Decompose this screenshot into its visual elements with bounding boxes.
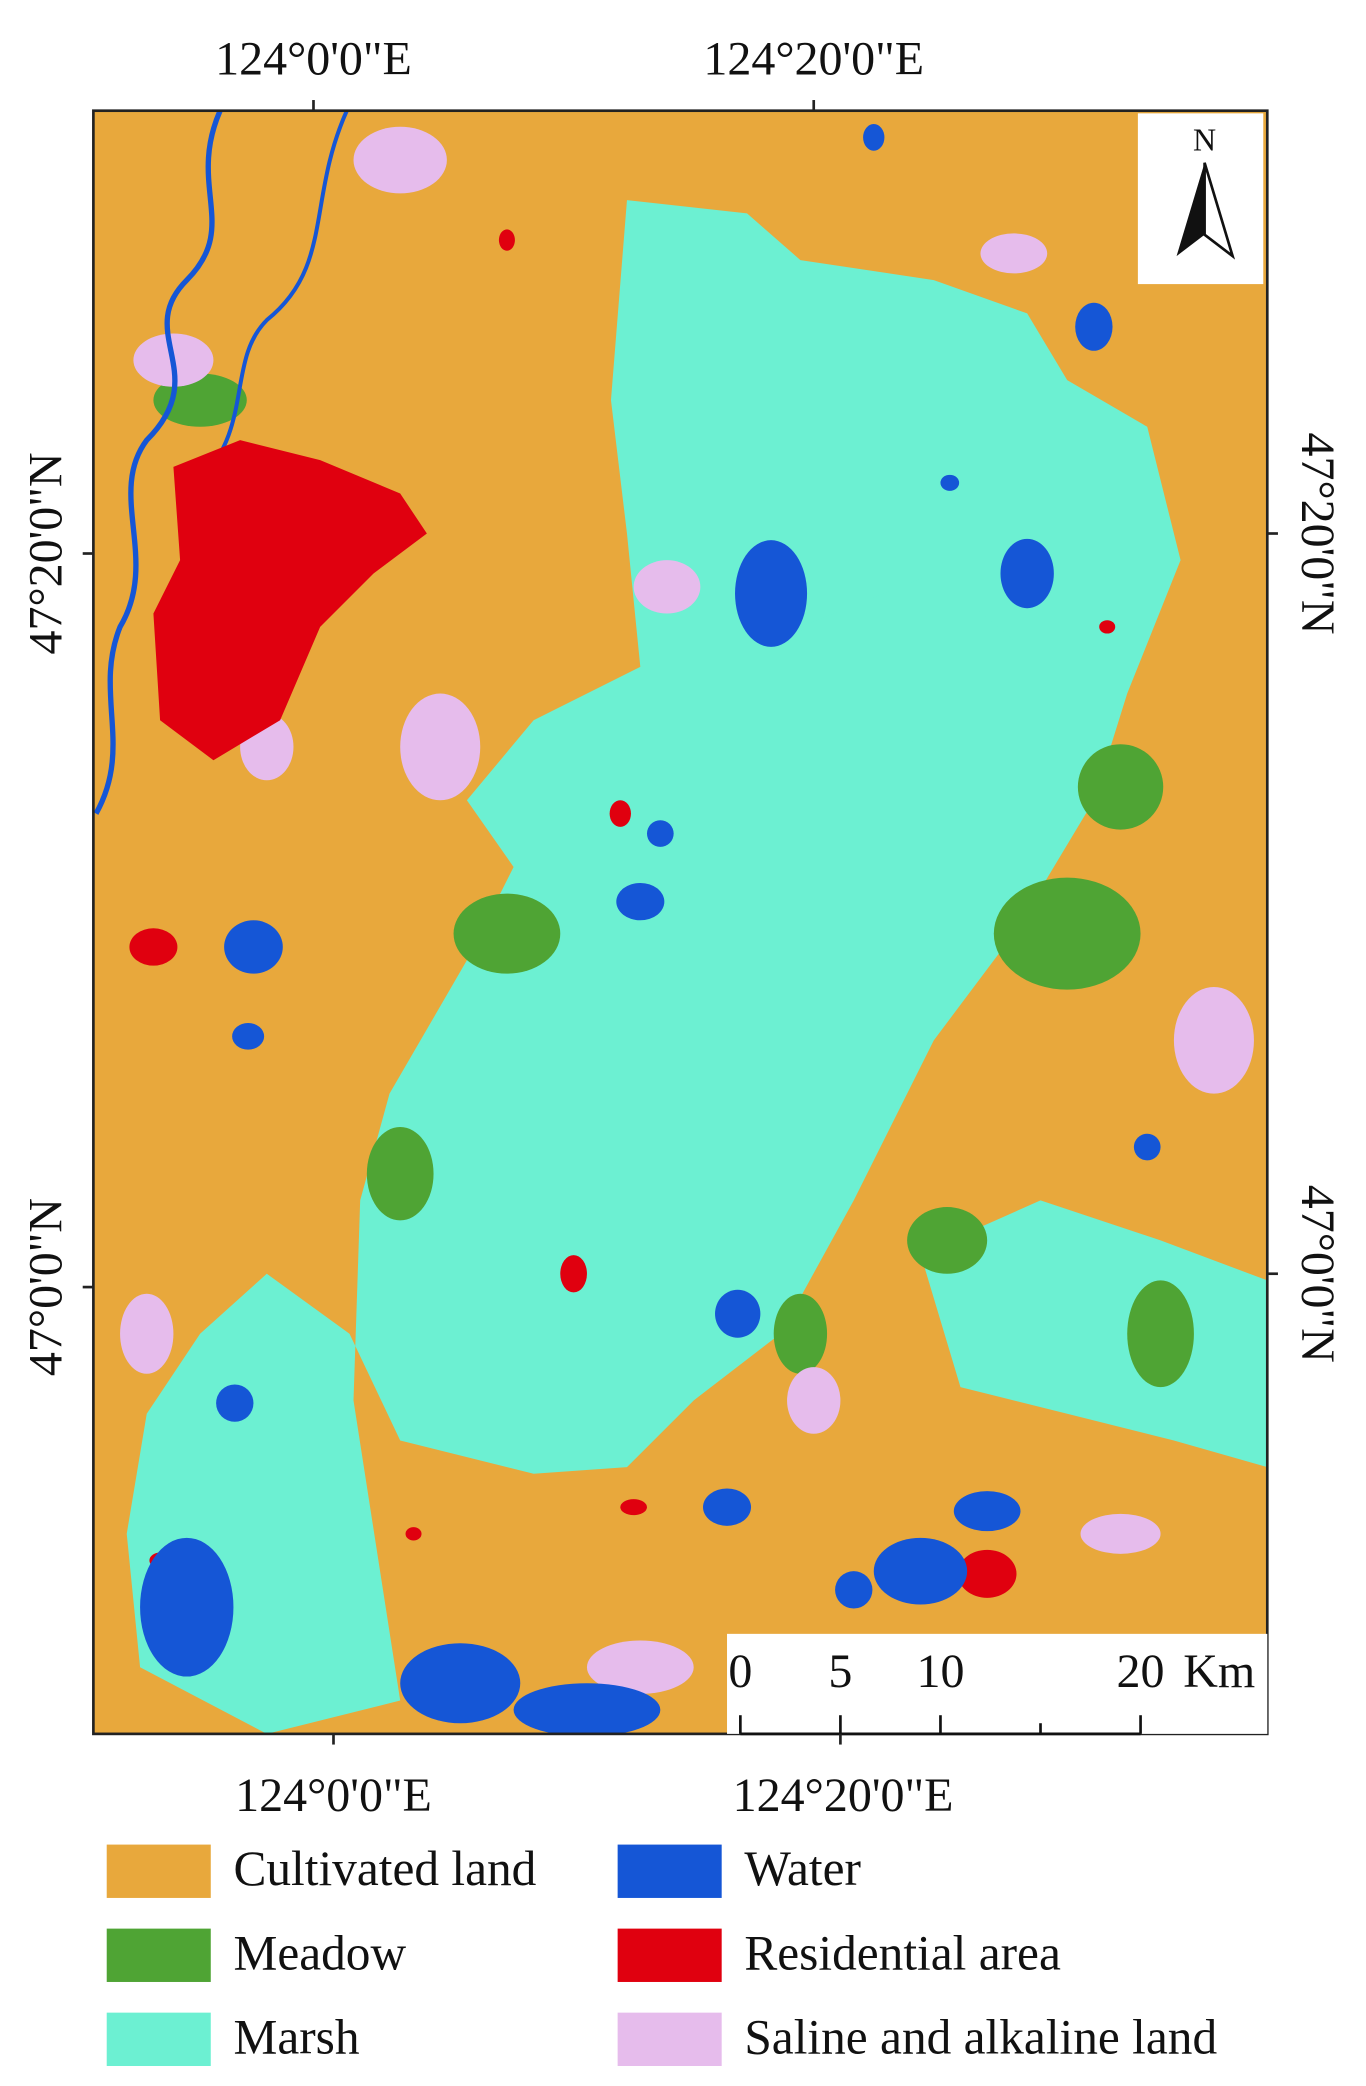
meadow-patch bbox=[993, 877, 1141, 990]
legend: Cultivated land Meadow Marsh Water Residenti… bbox=[106, 1841, 1217, 2066]
meadow-patch bbox=[453, 893, 561, 974]
legend-label: Saline and alkaline land bbox=[744, 2009, 1217, 2064]
bottom-label: 124°0'0"E bbox=[235, 1769, 432, 1822]
scale-label: 20 bbox=[1117, 1645, 1165, 1698]
residential-patch bbox=[405, 1527, 422, 1541]
left-label: 47°0'0"N bbox=[19, 1198, 72, 1376]
water-body bbox=[400, 1643, 521, 1724]
legend-swatch bbox=[106, 1844, 211, 1898]
river bbox=[93, 110, 223, 815]
water-body bbox=[863, 124, 885, 151]
water-body bbox=[1000, 538, 1054, 609]
saline-patch bbox=[1173, 986, 1254, 1094]
water-body bbox=[232, 1022, 265, 1050]
saline-patch bbox=[1080, 1513, 1161, 1554]
water-body bbox=[1075, 302, 1113, 351]
water-body bbox=[224, 920, 283, 974]
meadow-patch bbox=[907, 1207, 988, 1274]
right-label: 47°20'0"N bbox=[1291, 432, 1344, 634]
meadow-patch bbox=[773, 1293, 828, 1374]
meadow-patch bbox=[366, 1127, 434, 1221]
water-body bbox=[140, 1537, 234, 1677]
saline-patch bbox=[633, 560, 701, 614]
water-body bbox=[1133, 1133, 1161, 1161]
legend-swatch bbox=[106, 2012, 211, 2066]
water-body bbox=[953, 1491, 1021, 1532]
saline-patch bbox=[400, 693, 481, 801]
meadow-patch bbox=[1077, 744, 1164, 830]
north-arrow-right bbox=[1203, 162, 1236, 260]
water-body bbox=[513, 1683, 661, 1734]
water-body bbox=[616, 882, 665, 921]
scale-label: 10 bbox=[916, 1645, 964, 1698]
residential-patch bbox=[129, 928, 178, 966]
legend-label: Water bbox=[744, 1841, 861, 1896]
residential-patch bbox=[560, 1255, 587, 1293]
scale-unit: Km bbox=[1183, 1645, 1255, 1698]
legend-swatch bbox=[106, 1928, 211, 1982]
saline-patch bbox=[120, 1293, 174, 1374]
marsh-region bbox=[800, 573, 1014, 747]
water-body bbox=[715, 1289, 761, 1338]
legend-label: Cultivated land bbox=[233, 1841, 536, 1896]
residential-patch bbox=[957, 1549, 1017, 1598]
saline-patch bbox=[586, 1640, 694, 1694]
saline-patch bbox=[980, 233, 1048, 274]
legend-swatch bbox=[617, 2012, 722, 2066]
residential-patch bbox=[620, 1499, 647, 1516]
saline-patch bbox=[353, 126, 447, 194]
water-body bbox=[216, 1384, 254, 1422]
map-frame bbox=[92, 109, 1269, 1736]
scale-box bbox=[727, 1633, 1268, 1734]
scale-label: 5 bbox=[828, 1645, 852, 1698]
legend-swatch bbox=[617, 1928, 722, 1982]
residential-city bbox=[153, 440, 427, 761]
water-body bbox=[873, 1537, 968, 1605]
residential-patch bbox=[498, 229, 515, 251]
north-label: N bbox=[1193, 122, 1216, 158]
water-body bbox=[646, 820, 674, 847]
map-area bbox=[93, 110, 1268, 1734]
legend-label: Marsh bbox=[233, 2009, 359, 2064]
left-label: 47°20'0"N bbox=[19, 452, 72, 654]
scale-label: 0 bbox=[728, 1645, 752, 1698]
water-body bbox=[703, 1488, 752, 1526]
water-body bbox=[835, 1571, 873, 1609]
water-body bbox=[940, 474, 960, 491]
right-label: 47°0'0"N bbox=[1291, 1185, 1344, 1363]
water-body bbox=[735, 540, 808, 647]
river bbox=[198, 110, 349, 482]
scale-ticks bbox=[739, 1715, 1142, 1734]
graticule-ticks bbox=[82, 100, 1278, 1745]
residential-patch bbox=[1099, 620, 1116, 634]
meadow-patch bbox=[1127, 1280, 1194, 1388]
legend-swatch bbox=[617, 1844, 722, 1898]
legend-label: Residential area bbox=[744, 1925, 1061, 1980]
legend-label: Meadow bbox=[233, 1925, 406, 1980]
top-label: 124°0'0"E bbox=[215, 33, 412, 86]
bottom-label: 124°20'0"E bbox=[733, 1769, 954, 1822]
residential-patch bbox=[609, 800, 631, 827]
north-arrow-left bbox=[1176, 162, 1205, 257]
saline-patch bbox=[787, 1367, 841, 1434]
top-label: 124°20'0"E bbox=[703, 33, 924, 86]
marsh-region bbox=[920, 1200, 1268, 1468]
